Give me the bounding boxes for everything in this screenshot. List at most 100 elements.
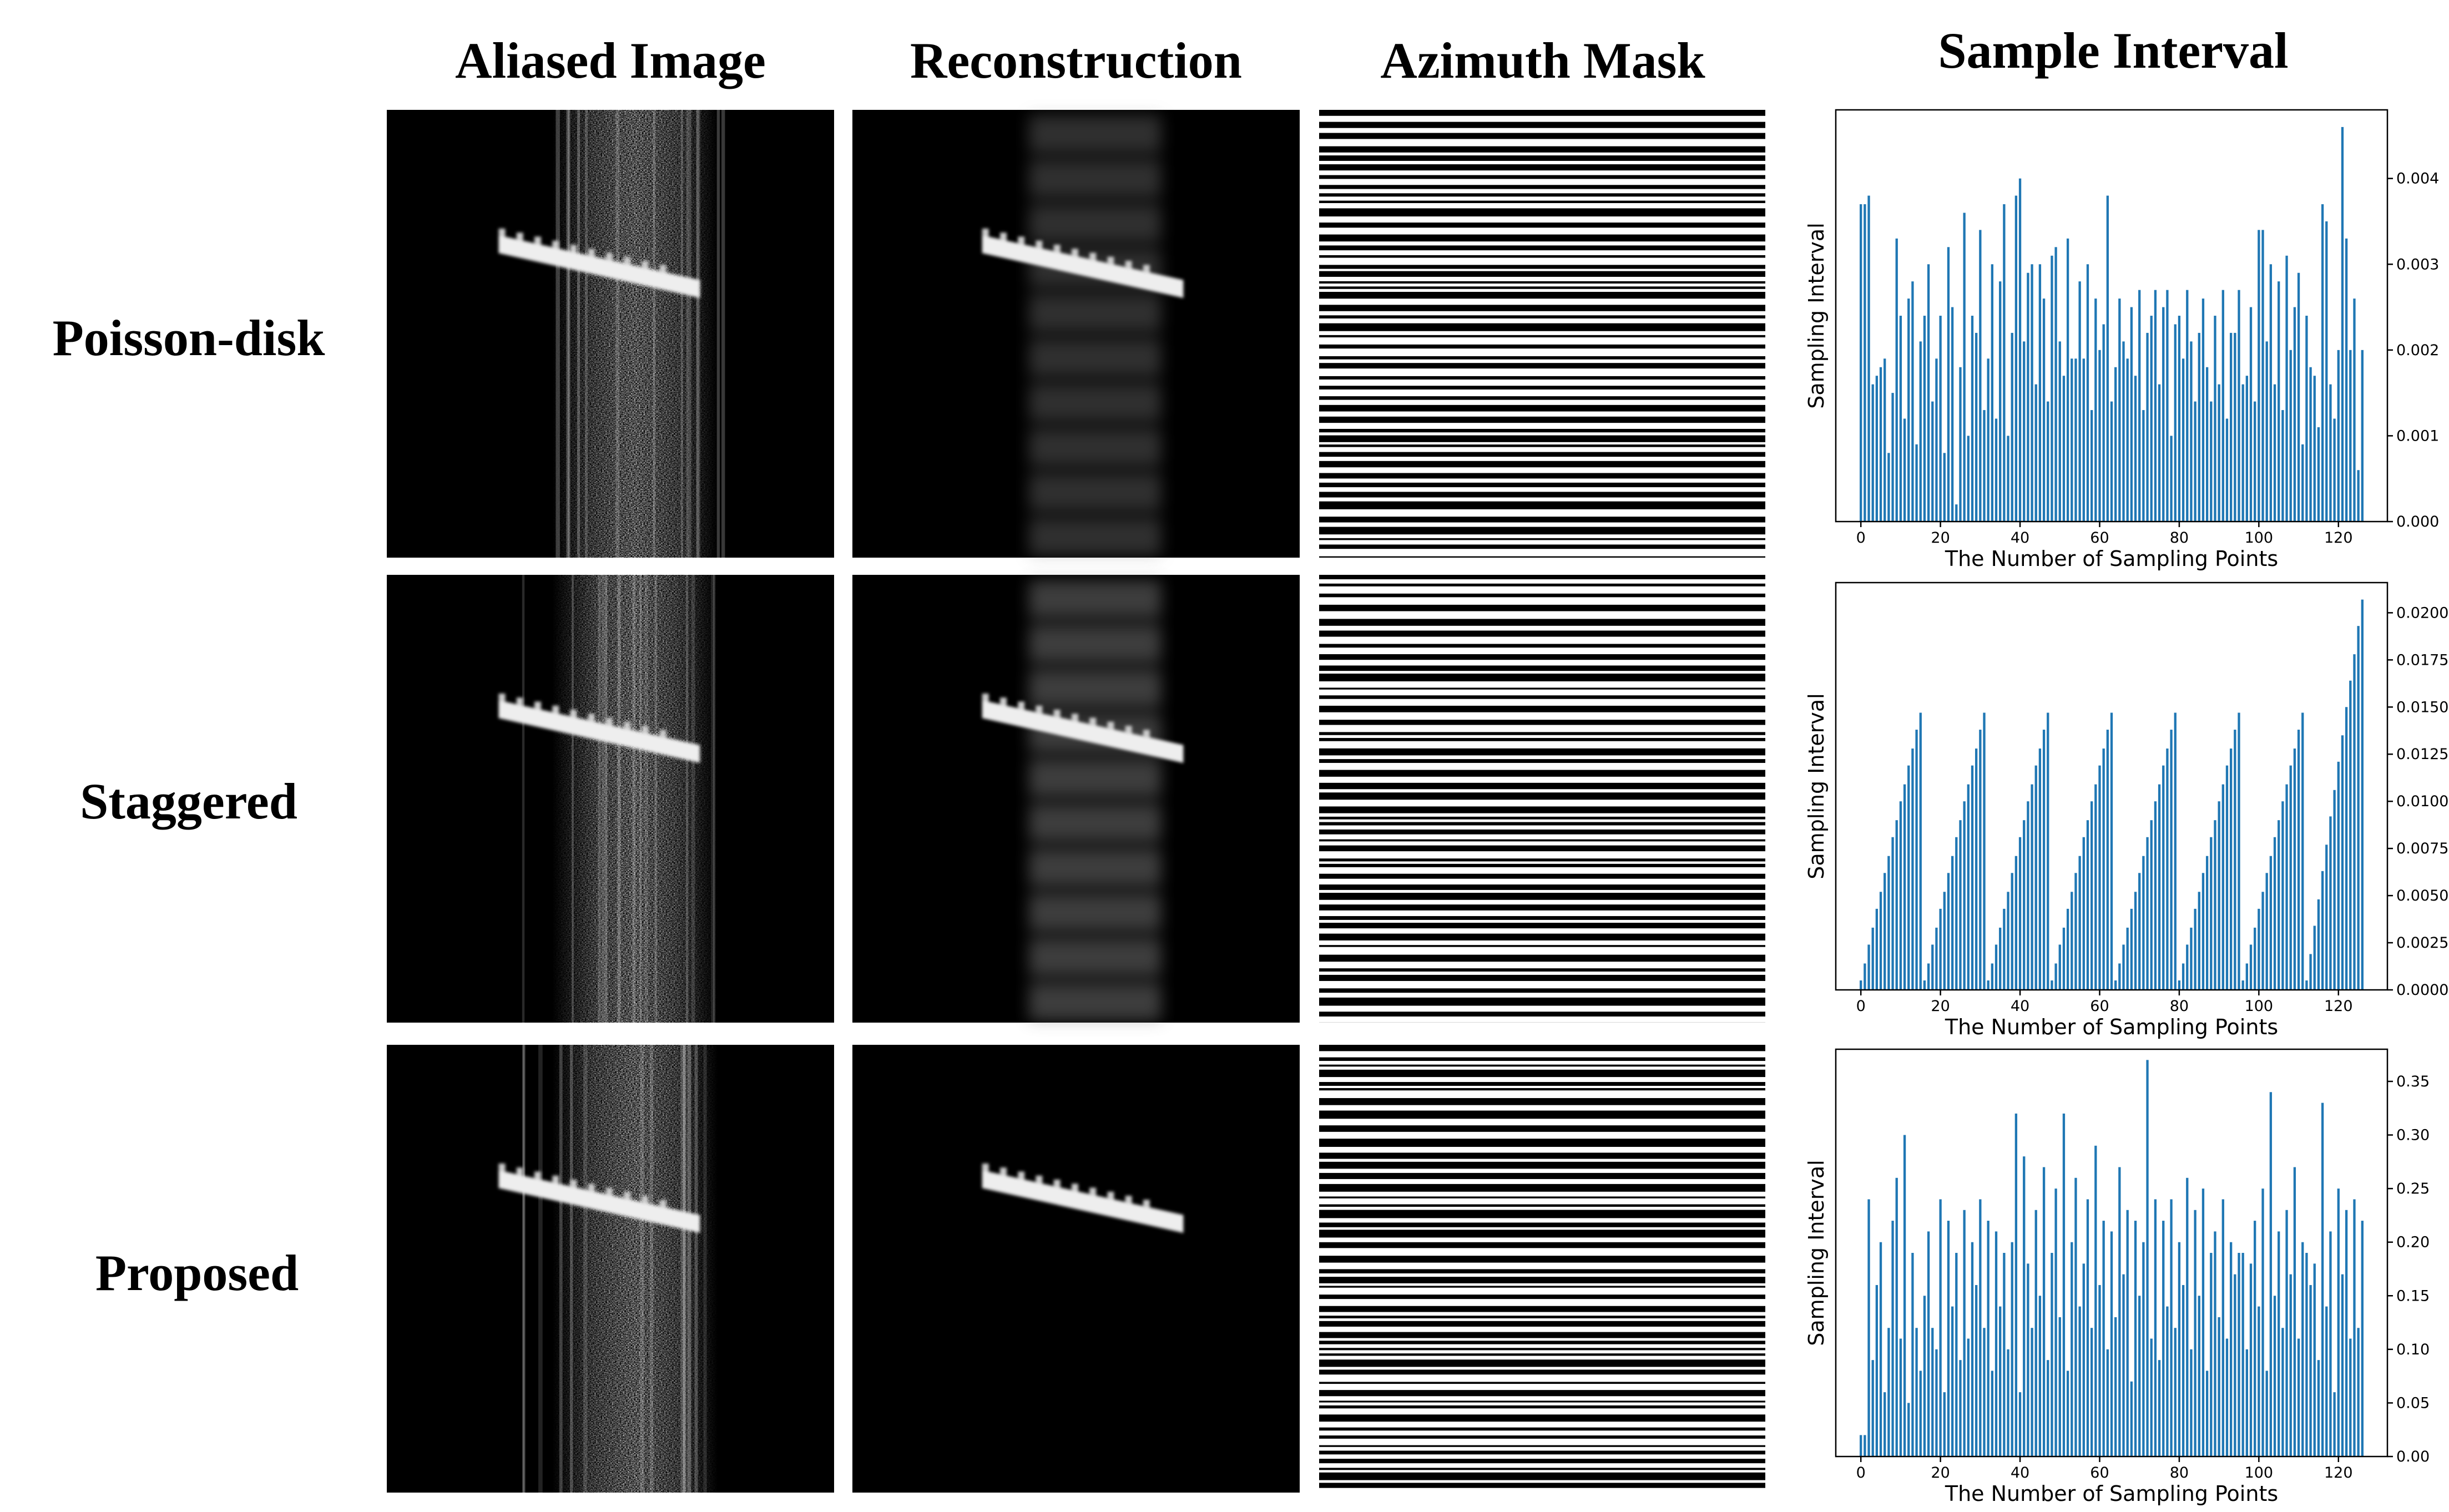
streak-fleck bbox=[1036, 240, 1043, 249]
bar bbox=[2238, 712, 2240, 990]
mask-stripe bbox=[1319, 376, 1765, 380]
bar bbox=[2118, 1167, 2121, 1457]
mask-stripe bbox=[1319, 654, 1765, 660]
mask-stripe bbox=[1319, 1445, 1765, 1447]
y-tick-label: 0.0125 bbox=[2396, 746, 2448, 763]
bar bbox=[2333, 418, 2336, 522]
bar bbox=[2297, 272, 2300, 522]
streak bbox=[982, 700, 1184, 763]
bar bbox=[1999, 1306, 2002, 1457]
row-label: Staggered bbox=[80, 773, 297, 830]
row-label: Proposed bbox=[95, 1245, 299, 1301]
mask-stripe bbox=[1319, 968, 1765, 972]
aliasing-line bbox=[615, 110, 620, 558]
bar bbox=[1887, 856, 1890, 990]
bar bbox=[2234, 730, 2236, 990]
x-tick-label: 60 bbox=[2090, 998, 2109, 1015]
blur-blob bbox=[1029, 938, 1162, 976]
streak-fleck bbox=[534, 236, 541, 245]
bar bbox=[1931, 944, 1934, 990]
mask-stripe bbox=[1319, 845, 1765, 852]
mask-stripe bbox=[1319, 863, 1765, 867]
bar bbox=[2162, 765, 2165, 990]
mask-stripe bbox=[1319, 335, 1765, 338]
bar bbox=[2170, 1199, 2173, 1457]
bar bbox=[1927, 264, 1930, 522]
mask-stripe bbox=[1319, 1277, 1765, 1283]
bar bbox=[2245, 963, 2248, 990]
bar bbox=[2214, 820, 2216, 990]
bar bbox=[2110, 1231, 2113, 1457]
streak-fleck bbox=[1018, 1171, 1025, 1180]
mask-stripe bbox=[1319, 444, 1765, 447]
bar bbox=[2078, 281, 2081, 522]
bar bbox=[2094, 299, 2097, 522]
blur-band bbox=[1029, 115, 1162, 556]
bar bbox=[2258, 908, 2260, 990]
bar bbox=[1915, 1328, 1918, 1457]
bar bbox=[2146, 837, 2149, 990]
y-tick-label: 0.10 bbox=[2396, 1341, 2430, 1358]
mask-stripe bbox=[1319, 544, 1765, 549]
streak-fleck bbox=[605, 717, 613, 726]
bar bbox=[2051, 980, 2053, 990]
streak-fleck bbox=[534, 701, 541, 710]
mask-stripe bbox=[1319, 705, 1765, 712]
mask-stripe bbox=[1319, 386, 1765, 390]
bar bbox=[2174, 324, 2177, 522]
mask-stripe bbox=[1319, 575, 1765, 579]
bar bbox=[1967, 1338, 1970, 1457]
bar bbox=[2126, 927, 2129, 990]
mask-stripe bbox=[1319, 829, 1765, 835]
streak-fleck bbox=[498, 1163, 506, 1171]
bar bbox=[1907, 299, 1910, 522]
bar bbox=[1927, 1231, 1930, 1457]
x-tick-label: 60 bbox=[2090, 1464, 2109, 1481]
bar bbox=[1903, 784, 1906, 990]
bar bbox=[1903, 1135, 1906, 1457]
mask-stripe bbox=[1319, 1172, 1765, 1179]
y-tick-label: 0.0075 bbox=[2396, 840, 2448, 857]
bar bbox=[2305, 316, 2308, 522]
bar bbox=[1879, 367, 1882, 522]
streak-fleck bbox=[570, 245, 577, 253]
bar bbox=[2011, 873, 2013, 990]
bar bbox=[2098, 1285, 2101, 1457]
blur-blob bbox=[1029, 849, 1162, 887]
bar bbox=[1955, 1253, 1958, 1457]
mask-stripe bbox=[1319, 1045, 1765, 1051]
bar bbox=[1991, 264, 1993, 522]
streak-fleck bbox=[1143, 265, 1150, 273]
bar bbox=[2289, 350, 2292, 522]
bar bbox=[2047, 1360, 2049, 1457]
blur-blob bbox=[1029, 759, 1162, 797]
bar bbox=[2047, 712, 2049, 990]
mask-stripe bbox=[1319, 1341, 1765, 1344]
bar bbox=[2158, 384, 2161, 522]
mask-stripe bbox=[1319, 222, 1765, 228]
mask-stripe bbox=[1319, 164, 1765, 171]
mask-stripe bbox=[1319, 1256, 1765, 1263]
bar bbox=[2110, 401, 2113, 522]
y-tick-label: 0.35 bbox=[2396, 1073, 2430, 1090]
bar bbox=[1907, 1403, 1910, 1457]
mask-stripe bbox=[1319, 492, 1765, 498]
streak-fleck bbox=[1107, 256, 1114, 265]
bar bbox=[2038, 1296, 2042, 1457]
bar bbox=[1959, 1360, 1962, 1457]
bar bbox=[2023, 1156, 2026, 1457]
bar bbox=[2150, 316, 2153, 522]
mask-stripe bbox=[1319, 1472, 1765, 1480]
y-tick-label: 0.0150 bbox=[2396, 699, 2448, 716]
aliasing-line bbox=[687, 1045, 691, 1493]
streak bbox=[498, 700, 700, 763]
streak-fleck bbox=[642, 261, 649, 269]
bar bbox=[1871, 927, 1874, 990]
bar bbox=[2221, 1199, 2224, 1457]
bar bbox=[2293, 307, 2296, 522]
bar bbox=[2210, 837, 2213, 990]
bar bbox=[2154, 1199, 2157, 1457]
bar bbox=[2182, 1285, 2185, 1457]
bar bbox=[2170, 436, 2173, 522]
streak-fleck bbox=[642, 1196, 649, 1204]
